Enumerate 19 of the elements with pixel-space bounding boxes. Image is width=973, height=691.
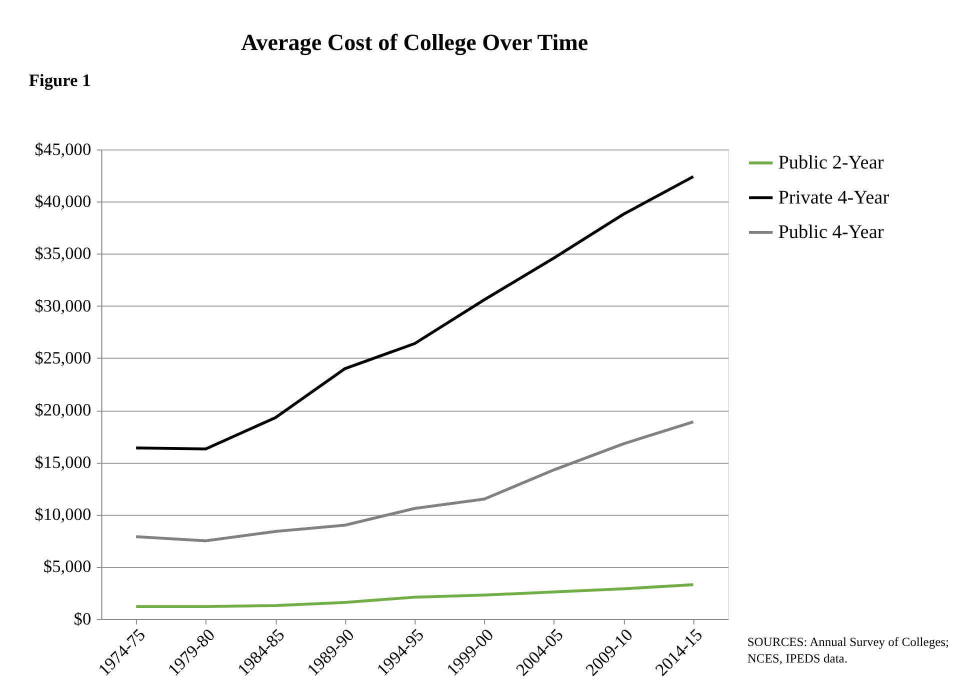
y-tick-label: $0 <box>74 609 92 628</box>
y-tick-label: $10,000 <box>34 505 92 524</box>
source-note: SOURCES: Annual Survey of Colleges; NCES, IPEDS data. <box>747 635 950 666</box>
y-tick-label: $15,000 <box>34 452 92 472</box>
line-series <box>134 420 695 542</box>
y-tick-label: $30,000 <box>34 296 92 316</box>
line-series <box>134 583 695 608</box>
y-tick-label: $35,000 <box>34 244 92 264</box>
legend-label: Private 4-Year <box>778 187 890 208</box>
chart-title: Average Cost of College Over Time <box>241 30 588 56</box>
caption: Figure 1 <box>28 70 91 90</box>
y-tick-label: $45,000 <box>34 140 92 159</box>
y-tick-label: $5,000 <box>43 557 92 576</box>
y-tick-label: $40,000 <box>34 192 92 211</box>
line-series <box>134 175 695 450</box>
legend-label: Public 4-Year <box>778 222 884 244</box>
y-tick-label: $25,000 <box>34 348 92 368</box>
legend-label: Public 2-Year <box>778 152 884 174</box>
y-tick-label: $20,000 <box>34 400 92 420</box>
